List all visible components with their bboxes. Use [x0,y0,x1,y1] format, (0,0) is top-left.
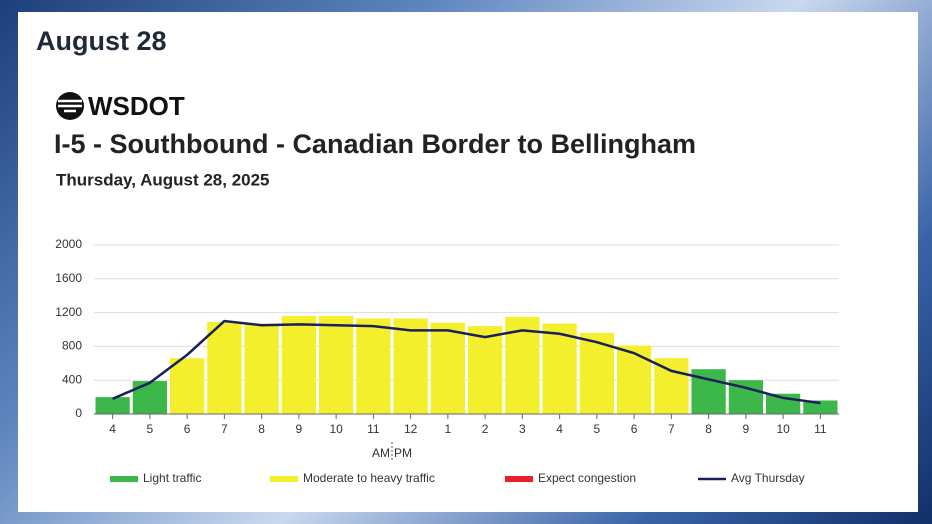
bar [393,318,428,414]
avg-line [112,319,821,405]
bar [542,323,577,414]
bar [617,345,652,414]
x-tick-label: 9 [743,422,750,436]
logo-text: WSDOT [88,91,185,121]
x-tick-label: 6 [184,422,191,436]
x-tick-label: 1 [445,422,452,436]
bar [468,326,503,414]
x-tick-label: 5 [594,422,601,436]
legend-label: Moderate to heavy traffic [303,471,435,485]
x-tick-label: 8 [705,422,712,436]
legend-label: Avg Thursday [731,471,805,485]
legend-label: Expect congestion [538,471,636,485]
x-tick-label: 4 [109,422,116,436]
y-tick-label: 800 [62,339,82,353]
header: August 28 [36,26,167,56]
chart-title: I-5 - Southbound - Canadian Border to Be… [54,129,696,159]
x-tick-label: 10 [776,422,790,436]
bar [207,321,242,414]
x-tick-label: 7 [221,422,228,436]
logo-icon [56,92,84,120]
bar [244,323,279,414]
x-tick-label: 5 [147,422,154,436]
legend-swatch [110,476,138,482]
pm-label: PM [394,446,412,460]
x-tick-label: 4 [556,422,563,436]
x-tick-label: 12 [404,422,418,436]
x-tick-label: 6 [631,422,638,436]
chart-subtitle: Thursday, August 28, 2025 [56,170,270,189]
bar [95,397,130,414]
legend-swatch [270,476,298,482]
x-tick-label: 3 [519,422,526,436]
x-tick-label: 8 [258,422,265,436]
legend-swatch [505,476,533,482]
x-tick-label: 7 [668,422,675,436]
bar [803,400,838,414]
y-tick-label: 400 [62,372,82,386]
x-tick-label: 11 [814,422,827,436]
bar [356,318,391,414]
x-tick-label: 10 [329,422,343,436]
y-tick-label: 0 [75,406,82,420]
y-tick-label: 1600 [55,271,82,285]
x-tick-label: 9 [296,422,303,436]
bar [654,358,689,414]
legend-label: Light traffic [143,471,201,485]
am-label: AM [372,446,390,460]
bar [170,358,205,414]
bar [281,315,316,414]
bar [132,381,167,414]
y-tick-label: 1200 [55,305,82,319]
x-tick-label: 2 [482,422,489,436]
bar [319,315,354,414]
panel [18,12,918,512]
y-tick-label: 2000 [55,237,82,251]
x-tick-label: 11 [367,422,380,436]
bar [430,322,465,414]
